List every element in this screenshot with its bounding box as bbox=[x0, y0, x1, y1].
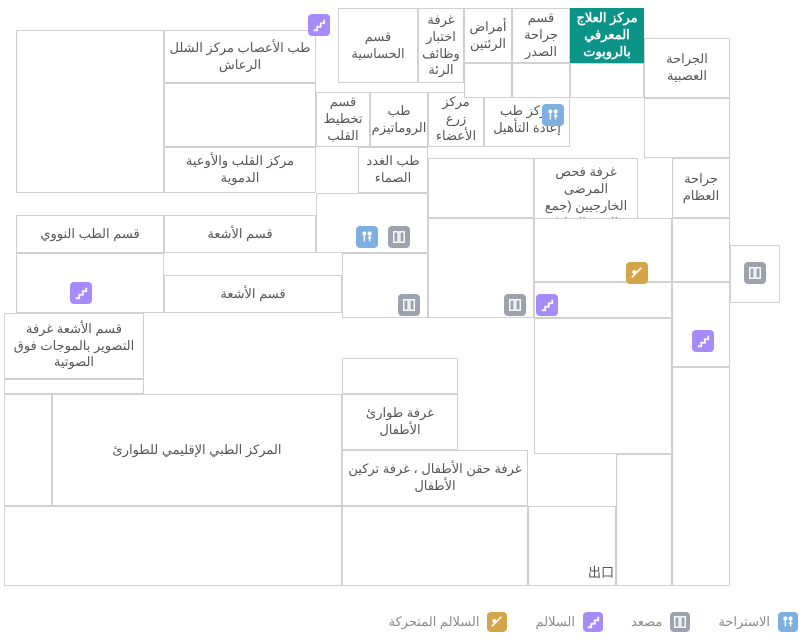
room-nuclear-medicine[interactable]: قسم الطب النووي bbox=[16, 215, 164, 253]
room-e17 bbox=[4, 379, 144, 394]
room-e10 bbox=[672, 218, 730, 282]
room-e3 bbox=[464, 63, 512, 98]
room-label: قسم الأشعة غرفة التصوير بالموجات فوق الص… bbox=[9, 321, 139, 372]
room-label: مركز العلاج المعرفي بالروبوت bbox=[575, 10, 639, 61]
room-transplant[interactable]: مركز زرع الأعضاء bbox=[428, 92, 484, 147]
room-e20 bbox=[616, 454, 672, 586]
legend-item-elevator: مصعد bbox=[631, 612, 690, 632]
elevator-icon bbox=[388, 226, 410, 248]
elevator-icon bbox=[744, 262, 766, 284]
escalator-icon bbox=[487, 612, 507, 632]
room-label: قسم الحساسية bbox=[343, 29, 413, 63]
room-endocrinology[interactable]: طب الغدد الصماء bbox=[358, 147, 428, 193]
legend-item-rest: الاستراحة bbox=[718, 612, 798, 632]
room-regional-emergency[interactable]: المركز الطبي الإقليمي للطوارئ bbox=[52, 394, 342, 506]
room-e4 bbox=[644, 98, 730, 158]
stairs-icon bbox=[308, 14, 330, 36]
room-label: قسم تخطيط القلب bbox=[321, 94, 365, 145]
room-label: قسم الطب النووي bbox=[40, 226, 139, 243]
legend-label: مصعد bbox=[631, 614, 662, 630]
room-cardiography[interactable]: قسم تخطيط القلب bbox=[316, 92, 370, 147]
room-lung-disease[interactable]: أمراض الرئتين bbox=[464, 8, 512, 63]
room-label: طب الروماتيزم bbox=[372, 103, 427, 137]
room-e18 bbox=[4, 394, 52, 506]
room-lung-function[interactable]: غرفة اختبار وظائف الرئة bbox=[418, 8, 464, 83]
room-label: المركز الطبي الإقليمي للطوارئ bbox=[113, 442, 282, 459]
legend-item-stairs: السلالم bbox=[535, 612, 603, 632]
room-e24 bbox=[342, 358, 458, 394]
elevator-icon bbox=[398, 294, 420, 316]
room-label: غرفة اختبار وظائف الرئة bbox=[422, 12, 460, 80]
stairs-icon bbox=[692, 330, 714, 352]
rest-icon bbox=[542, 104, 564, 126]
room-e1 bbox=[570, 63, 644, 98]
room-label: طب الغدد الصماء bbox=[363, 153, 423, 187]
room-e2 bbox=[512, 63, 570, 98]
room-e5 bbox=[164, 83, 316, 147]
room-label: جراحة العظام bbox=[677, 171, 725, 205]
legend-label: السلالم bbox=[535, 614, 575, 630]
room-e22 bbox=[342, 506, 528, 586]
room-e19 bbox=[672, 367, 730, 586]
room-label: قسم جراحة الصدر bbox=[517, 10, 565, 61]
room-label: غرفة طوارئ الأطفال bbox=[347, 405, 453, 439]
room-radiology-1[interactable]: قسم الأشعة bbox=[164, 215, 316, 253]
room-orthopedics[interactable]: جراحة العظام bbox=[672, 158, 730, 218]
rest-icon bbox=[356, 226, 378, 248]
room-label: الجراحة العصبية bbox=[649, 51, 725, 85]
room-radiology-2[interactable]: قسم الأشعة bbox=[164, 275, 342, 313]
room-robot-therapy[interactable]: مركز العلاج المعرفي بالروبوت bbox=[570, 8, 644, 63]
room-label: قسم الأشعة bbox=[207, 226, 272, 243]
room-pediatric-er[interactable]: غرفة طوارئ الأطفال bbox=[342, 394, 458, 450]
room-label: غرفة حقن الأطفال ، غرفة تركين الأطفال bbox=[347, 461, 523, 495]
room-e9 bbox=[534, 218, 672, 282]
room-cardiovascular[interactable]: مركز القلب والأوعية الدموية bbox=[164, 147, 316, 193]
room-neurology[interactable]: طب الأعصاب مركز الشلل الرعاش bbox=[164, 30, 316, 83]
room-e6 bbox=[16, 30, 164, 193]
room-e12 bbox=[672, 282, 730, 367]
elevator-icon bbox=[670, 612, 690, 632]
legend-label: الاستراحة bbox=[718, 614, 770, 630]
escalator-icon bbox=[626, 262, 648, 284]
elevator-icon bbox=[504, 294, 526, 316]
room-pediatric-inject[interactable]: غرفة حقن الأطفال ، غرفة تركين الأطفال bbox=[342, 450, 528, 506]
legend-item-escalator: السلالم المتحركة bbox=[389, 612, 508, 632]
room-e23 bbox=[4, 506, 342, 586]
room-label: قسم الأشعة bbox=[220, 286, 285, 303]
legend-label: السلالم المتحركة bbox=[389, 614, 480, 630]
stairs-icon bbox=[583, 612, 603, 632]
room-label: طب الأعصاب مركز الشلل الرعاش bbox=[169, 40, 311, 74]
room-allergy[interactable]: قسم الحساسية bbox=[338, 8, 418, 83]
room-rheumatology[interactable]: طب الروماتيزم bbox=[370, 92, 428, 147]
stairs-icon bbox=[70, 282, 92, 304]
exit-label: 出口 bbox=[588, 562, 614, 581]
room-e25 bbox=[534, 318, 672, 454]
room-neurosurgery[interactable]: الجراحة العصبية bbox=[644, 38, 730, 98]
room-label: مركز القلب والأوعية الدموية bbox=[169, 153, 311, 187]
stairs-icon bbox=[536, 294, 558, 316]
room-radiology-ultrasound[interactable]: قسم الأشعة غرفة التصوير بالموجات فوق الص… bbox=[4, 313, 144, 379]
room-chest-surgery[interactable]: قسم جراحة الصدر bbox=[512, 8, 570, 63]
legend: الاستراحة مصعد السلالم السلالم المتحركة bbox=[0, 612, 810, 632]
room-label: مركز زرع الأعضاء bbox=[433, 94, 479, 145]
room-e7 bbox=[428, 158, 534, 218]
floor-map: مركز العلاج المعرفي بالروبوتقسم جراحة ال… bbox=[0, 0, 810, 638]
room-label: أمراض الرئتين bbox=[469, 19, 507, 53]
rest-icon bbox=[778, 612, 798, 632]
